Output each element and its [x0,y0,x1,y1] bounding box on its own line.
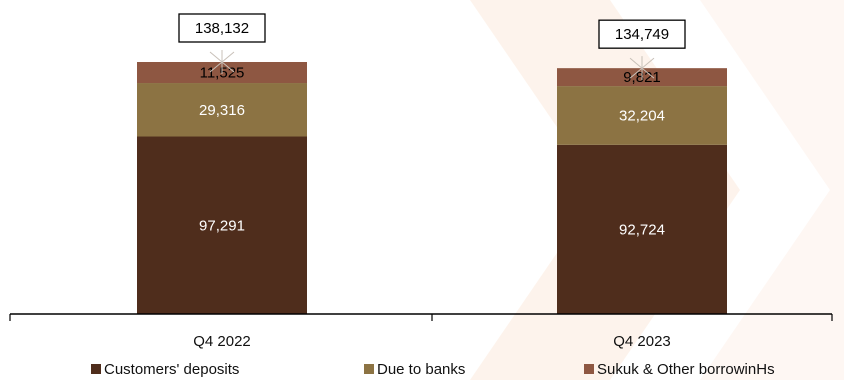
watermark-edge [700,0,844,380]
data-label: 97,291 [199,217,245,234]
total-label-box [598,19,686,49]
legend-swatch [364,364,374,374]
legend-label: Customers' deposits [104,361,239,378]
total-label: 134,749 [615,26,669,43]
data-label: 29,316 [199,102,245,119]
data-label: 92,724 [619,221,665,238]
legend-label: Due to banks [377,361,465,378]
data-label: 32,204 [619,107,665,124]
total-label: 138,132 [195,20,249,37]
total-label-box [178,13,266,43]
bar-segment [137,83,307,137]
bars-group [137,62,727,314]
total-labels-group: 138,132 134,749 [178,13,686,81]
x-tick-label: Q4 2022 [193,333,251,350]
bar-segment [557,144,727,314]
legend: Customers' deposits Due to banks Sukuk & O… [91,361,775,378]
x-tick-label: Q4 2023 [613,333,671,350]
bar-segment [557,86,727,145]
legend-swatch [584,364,594,374]
bar-segment [137,136,307,314]
legend-label: Sukuk & Other borrowinHs [597,361,775,378]
x-axis-ticks-group [9,314,833,321]
legend-swatch [91,364,101,374]
x-axis-tick-labels-group: Q4 2022 Q4 2023 [193,333,671,350]
